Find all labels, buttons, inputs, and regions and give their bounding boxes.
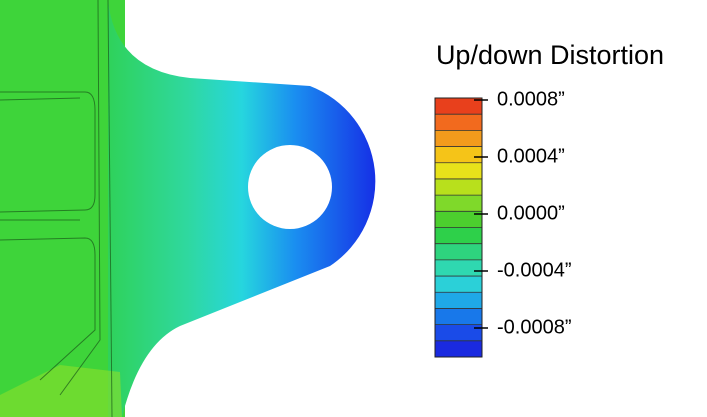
legend-bar — [435, 98, 482, 357]
legend-band — [435, 292, 482, 308]
legend-band — [435, 163, 482, 179]
legend-band — [435, 260, 482, 276]
legend-band — [435, 244, 482, 260]
legend-band — [435, 276, 482, 292]
legend-band — [435, 308, 482, 324]
legend-band — [435, 114, 482, 130]
legend-band — [435, 325, 482, 341]
legend-label: 0.0004” — [497, 145, 565, 167]
legend-label: -0.0004” — [497, 259, 572, 281]
legend-band — [435, 228, 482, 244]
legend-label: -0.0008” — [497, 316, 572, 338]
legend-label: 0.0000” — [497, 202, 565, 224]
legend-band — [435, 341, 482, 357]
plate — [0, 0, 125, 417]
tab — [108, 0, 375, 417]
hole — [248, 145, 332, 229]
legend-label: 0.0008” — [497, 88, 565, 110]
legend-title: Up/down Distortion — [436, 40, 664, 70]
legend-band — [435, 195, 482, 211]
legend-band — [435, 147, 482, 163]
legend-band — [435, 179, 482, 195]
legend-band — [435, 130, 482, 146]
part-model — [0, 0, 375, 417]
screen: Up/down Distortion 0.0008” 0.0004” 0.0000”… — [0, 0, 707, 417]
legend-labels: 0.0008” 0.0004” 0.0000” -0.0004” -0.0008” — [474, 88, 572, 338]
